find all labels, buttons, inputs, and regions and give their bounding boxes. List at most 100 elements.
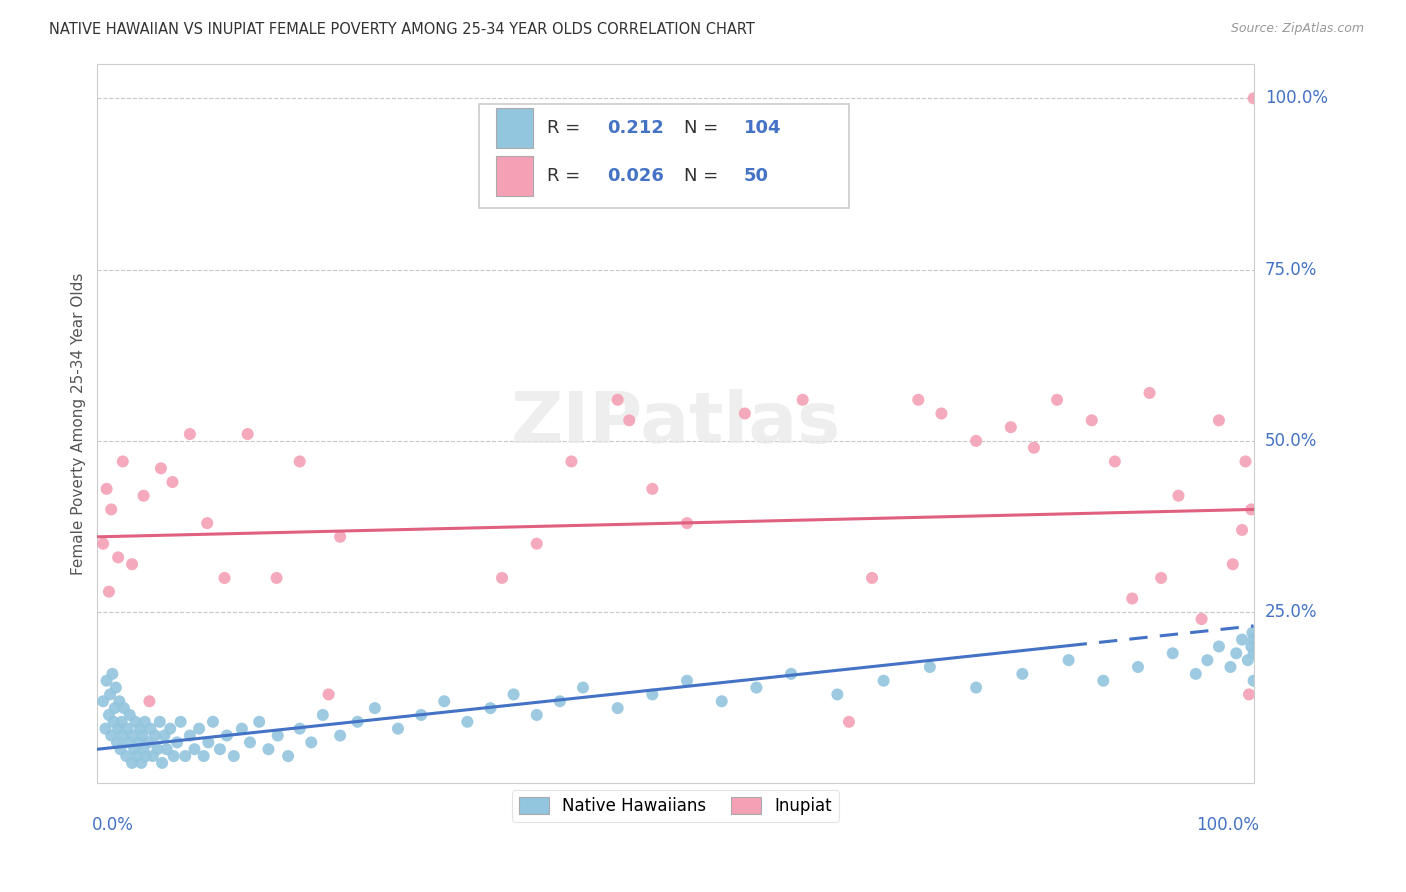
Point (838, 714, 860, 729)
Point (1243, 632, 1265, 647)
Point (1126, 660, 1149, 674)
Point (174, 749, 197, 764)
Point (1150, 571, 1173, 585)
Point (548, 694, 571, 708)
Point (1057, 653, 1080, 667)
Y-axis label: Female Poverty Among 25-34 Year Olds: Female Poverty Among 25-34 Year Olds (72, 273, 86, 575)
Point (1139, 386, 1161, 401)
Point (1237, 687, 1260, 701)
Point (710, 694, 733, 708)
Point (1208, 640, 1230, 654)
Point (214, 571, 236, 585)
Point (827, 687, 849, 701)
Text: 100.0%: 100.0% (1197, 816, 1260, 834)
Point (156, 742, 179, 756)
Point (411, 708, 433, 723)
Point (163, 749, 186, 764)
Text: ZIPatlas: ZIPatlas (510, 389, 841, 458)
Point (139, 722, 162, 736)
FancyBboxPatch shape (479, 103, 849, 208)
Point (111, 454, 134, 468)
Text: 100.0%: 100.0% (1265, 89, 1327, 107)
Point (193, 749, 215, 764)
Text: 0.026: 0.026 (607, 168, 664, 186)
Text: Source: ZipAtlas.com: Source: ZipAtlas.com (1230, 22, 1364, 36)
Point (1121, 591, 1143, 606)
Point (107, 722, 129, 736)
Point (288, 454, 311, 468)
Point (129, 756, 152, 770)
Point (792, 392, 814, 407)
Point (132, 489, 155, 503)
Point (745, 681, 768, 695)
Point (169, 714, 191, 729)
Point (108, 694, 131, 708)
Point (104, 701, 127, 715)
Point (1011, 666, 1033, 681)
Text: NATIVE HAWAIIAN VS INUPIAT FEMALE POVERTY AMONG 25-34 YEAR OLDS CORRELATION CHAR: NATIVE HAWAIIAN VS INUPIAT FEMALE POVERT… (49, 22, 755, 37)
Point (1046, 392, 1069, 407)
Point (560, 454, 582, 468)
Point (1208, 413, 1230, 427)
Point (97, 584, 120, 599)
Point (288, 722, 311, 736)
Point (1230, 632, 1253, 647)
Point (149, 461, 172, 475)
Point (146, 742, 169, 756)
Point (166, 735, 188, 749)
Point (1185, 666, 1208, 681)
Point (222, 749, 245, 764)
Point (159, 722, 181, 736)
Point (115, 749, 138, 764)
Point (299, 735, 322, 749)
Point (965, 434, 987, 448)
Point (780, 666, 803, 681)
Point (195, 516, 218, 530)
Point (1022, 441, 1045, 455)
Point (526, 537, 548, 551)
Point (135, 749, 157, 764)
Point (107, 550, 129, 565)
Point (1243, 673, 1265, 688)
Point (149, 714, 172, 729)
Bar (496, 156, 533, 195)
Point (572, 681, 595, 695)
Point (138, 694, 160, 708)
Point (387, 722, 409, 736)
Point (1000, 420, 1022, 434)
Text: 0.212: 0.212 (607, 120, 664, 137)
Point (1161, 646, 1184, 660)
Point (91, 537, 114, 551)
Point (143, 729, 166, 743)
Point (128, 735, 150, 749)
Point (318, 687, 340, 701)
Point (132, 742, 155, 756)
Point (183, 742, 205, 756)
Text: 75.0%: 75.0% (1265, 260, 1317, 278)
Point (150, 756, 173, 770)
Point (111, 729, 134, 743)
Point (91, 694, 114, 708)
Point (101, 666, 124, 681)
Point (188, 722, 211, 736)
Point (1197, 653, 1219, 667)
Point (179, 427, 201, 442)
Point (267, 729, 290, 743)
Point (134, 714, 156, 729)
Point (1080, 413, 1102, 427)
Point (312, 708, 335, 723)
Point (676, 673, 699, 688)
Point (1241, 625, 1264, 640)
Point (676, 516, 699, 530)
Point (1237, 653, 1260, 667)
Point (641, 687, 664, 701)
Point (619, 413, 641, 427)
Point (131, 729, 153, 743)
Point (1191, 612, 1213, 626)
Text: 50: 50 (744, 168, 769, 186)
Point (1243, 646, 1265, 660)
Point (121, 756, 143, 770)
Point (100, 502, 122, 516)
Point (98, 687, 121, 701)
Point (153, 729, 176, 743)
